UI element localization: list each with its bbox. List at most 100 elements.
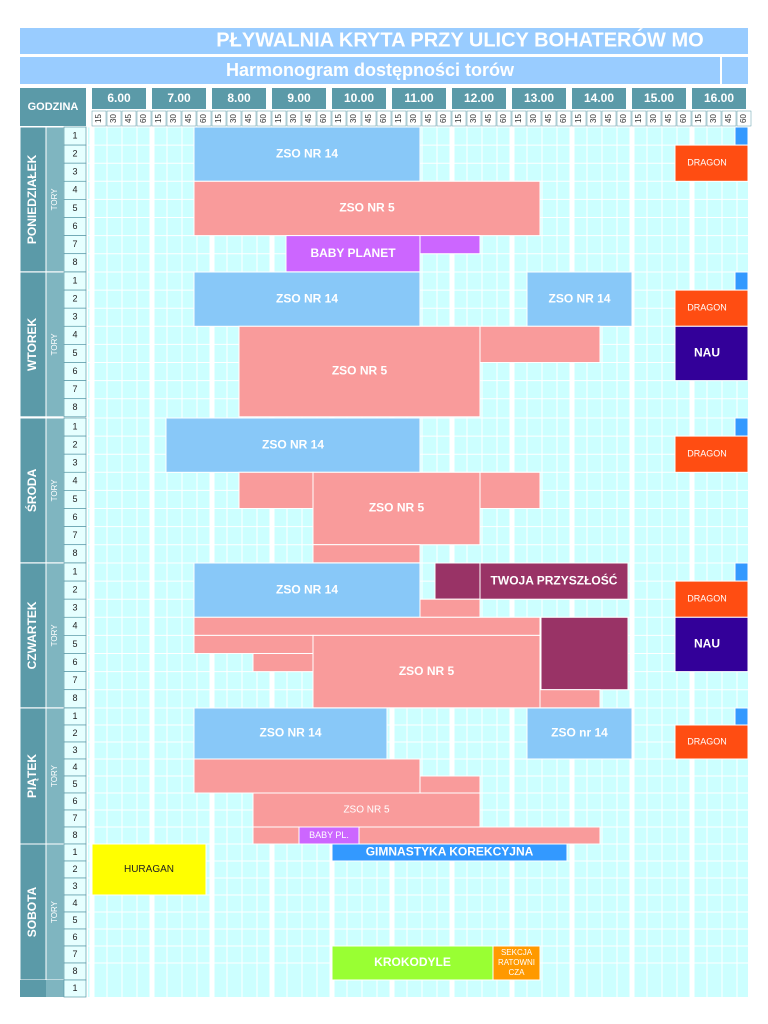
booking bbox=[165, 417, 421, 473]
hour-box bbox=[272, 88, 326, 109]
quarter-box bbox=[646, 110, 662, 127]
subtitle: Harmonogram dostępności torów bbox=[226, 60, 515, 80]
day-name: PIĄTEK bbox=[25, 754, 39, 798]
lane-number: 4 bbox=[72, 621, 77, 631]
quarter-box bbox=[481, 110, 497, 127]
quarter-label: 30 bbox=[529, 114, 538, 123]
quarter-box bbox=[541, 110, 557, 127]
booking-label: TWOJA PRZYSZŁOŚĆ bbox=[491, 572, 618, 587]
booking bbox=[193, 271, 421, 327]
day-box bbox=[19, 126, 47, 273]
lane-number: 2 bbox=[72, 728, 77, 738]
quarter-box bbox=[466, 110, 482, 127]
hour-label: 16.00 bbox=[704, 91, 734, 105]
day-name: WTOREK bbox=[25, 318, 39, 371]
quarter-box bbox=[121, 110, 137, 127]
booking-label: ZSO NR 14 bbox=[259, 726, 321, 740]
hour-box bbox=[512, 88, 566, 109]
quarter-box bbox=[361, 110, 377, 127]
hour-box bbox=[632, 88, 686, 109]
quarter-box bbox=[346, 110, 362, 127]
booking bbox=[674, 724, 749, 760]
quarter-label: 15 bbox=[154, 114, 163, 123]
quarter-box bbox=[616, 110, 632, 127]
hour-label: 10.00 bbox=[344, 91, 374, 105]
lane-number: 8 bbox=[72, 402, 77, 412]
quarter-box bbox=[331, 110, 347, 127]
lane-number: 4 bbox=[72, 185, 77, 195]
quarter-box bbox=[511, 110, 527, 127]
lanes-label: TORY bbox=[50, 333, 59, 356]
quarter-label: 15 bbox=[454, 114, 463, 123]
booking bbox=[734, 417, 749, 437]
hour-box bbox=[452, 88, 506, 109]
lanes-label: TORY bbox=[50, 479, 59, 502]
quarter-label: 30 bbox=[469, 114, 478, 123]
booking-label: ZSO NR 5 bbox=[339, 201, 395, 215]
quarter-label: 60 bbox=[379, 114, 388, 123]
booking-label: ZSO NR 5 bbox=[332, 364, 388, 378]
hour-box bbox=[212, 88, 266, 109]
booking bbox=[312, 544, 421, 564]
quarter-box bbox=[391, 110, 407, 127]
lane-number: 4 bbox=[72, 330, 77, 340]
quarter-box bbox=[151, 110, 167, 127]
quarter-box bbox=[631, 110, 647, 127]
booking bbox=[238, 325, 481, 418]
quarter-label: 60 bbox=[319, 114, 328, 123]
lane-number: 8 bbox=[72, 693, 77, 703]
quarter-label: 15 bbox=[334, 114, 343, 123]
booking bbox=[526, 271, 633, 327]
booking bbox=[526, 707, 633, 760]
quarter-label: 30 bbox=[109, 114, 118, 123]
quarter-label: 30 bbox=[169, 114, 178, 123]
quarter-box bbox=[436, 110, 452, 127]
quarter-label: 60 bbox=[199, 114, 208, 123]
lane-number: 1 bbox=[72, 711, 77, 721]
booking bbox=[331, 945, 494, 981]
booking bbox=[252, 653, 314, 673]
quarter-box bbox=[226, 110, 242, 127]
hour-box bbox=[152, 88, 206, 109]
quarter-box bbox=[196, 110, 212, 127]
hour-label: 7.00 bbox=[167, 91, 191, 105]
day-name: ŚRODA bbox=[24, 468, 39, 512]
quarter-box bbox=[181, 110, 197, 127]
lane-number: 7 bbox=[72, 239, 77, 249]
booking-label: GIMNASTYKA KOREKCYJNA bbox=[366, 845, 534, 859]
lane-number: 6 bbox=[72, 657, 77, 667]
quarter-label: 45 bbox=[184, 114, 193, 123]
quarter-label: 30 bbox=[709, 114, 718, 123]
quarter-box bbox=[676, 110, 692, 127]
booking bbox=[492, 945, 541, 981]
day-name: SOBOTA bbox=[25, 886, 39, 937]
hour-label: GODZINA bbox=[28, 101, 79, 113]
lane-number: 4 bbox=[72, 898, 77, 908]
lane-number: 6 bbox=[72, 221, 77, 231]
lane-number: 2 bbox=[72, 149, 77, 159]
title: PŁYWALNIA KRYTA PRZY ULICY BOHATERÓW MO bbox=[216, 27, 703, 51]
booking bbox=[674, 289, 749, 327]
day-box bbox=[19, 562, 47, 709]
lane-number: 2 bbox=[72, 294, 77, 304]
lane-number: 1 bbox=[72, 421, 77, 431]
quarter-label: 60 bbox=[439, 114, 448, 123]
booking-label: SEKCJA RATOWNI CZA bbox=[498, 948, 535, 977]
booking bbox=[193, 616, 541, 636]
quarter-box bbox=[256, 110, 272, 127]
quarter-label: 60 bbox=[619, 114, 628, 123]
hour-label: 15.00 bbox=[644, 91, 674, 105]
lane-number: 8 bbox=[72, 257, 77, 267]
lane-number: 1 bbox=[72, 566, 77, 576]
quarter-box bbox=[706, 110, 722, 127]
quarter-label: 60 bbox=[559, 114, 568, 123]
quarter-box bbox=[106, 110, 122, 127]
quarter-box bbox=[286, 110, 302, 127]
day-box bbox=[19, 271, 47, 418]
quarter-box bbox=[661, 110, 677, 127]
hour-box bbox=[392, 88, 446, 109]
booking-label: DRAGON bbox=[687, 158, 727, 168]
booking bbox=[285, 235, 421, 273]
quarter-label: 45 bbox=[364, 114, 373, 123]
quarter-label: 45 bbox=[664, 114, 673, 123]
